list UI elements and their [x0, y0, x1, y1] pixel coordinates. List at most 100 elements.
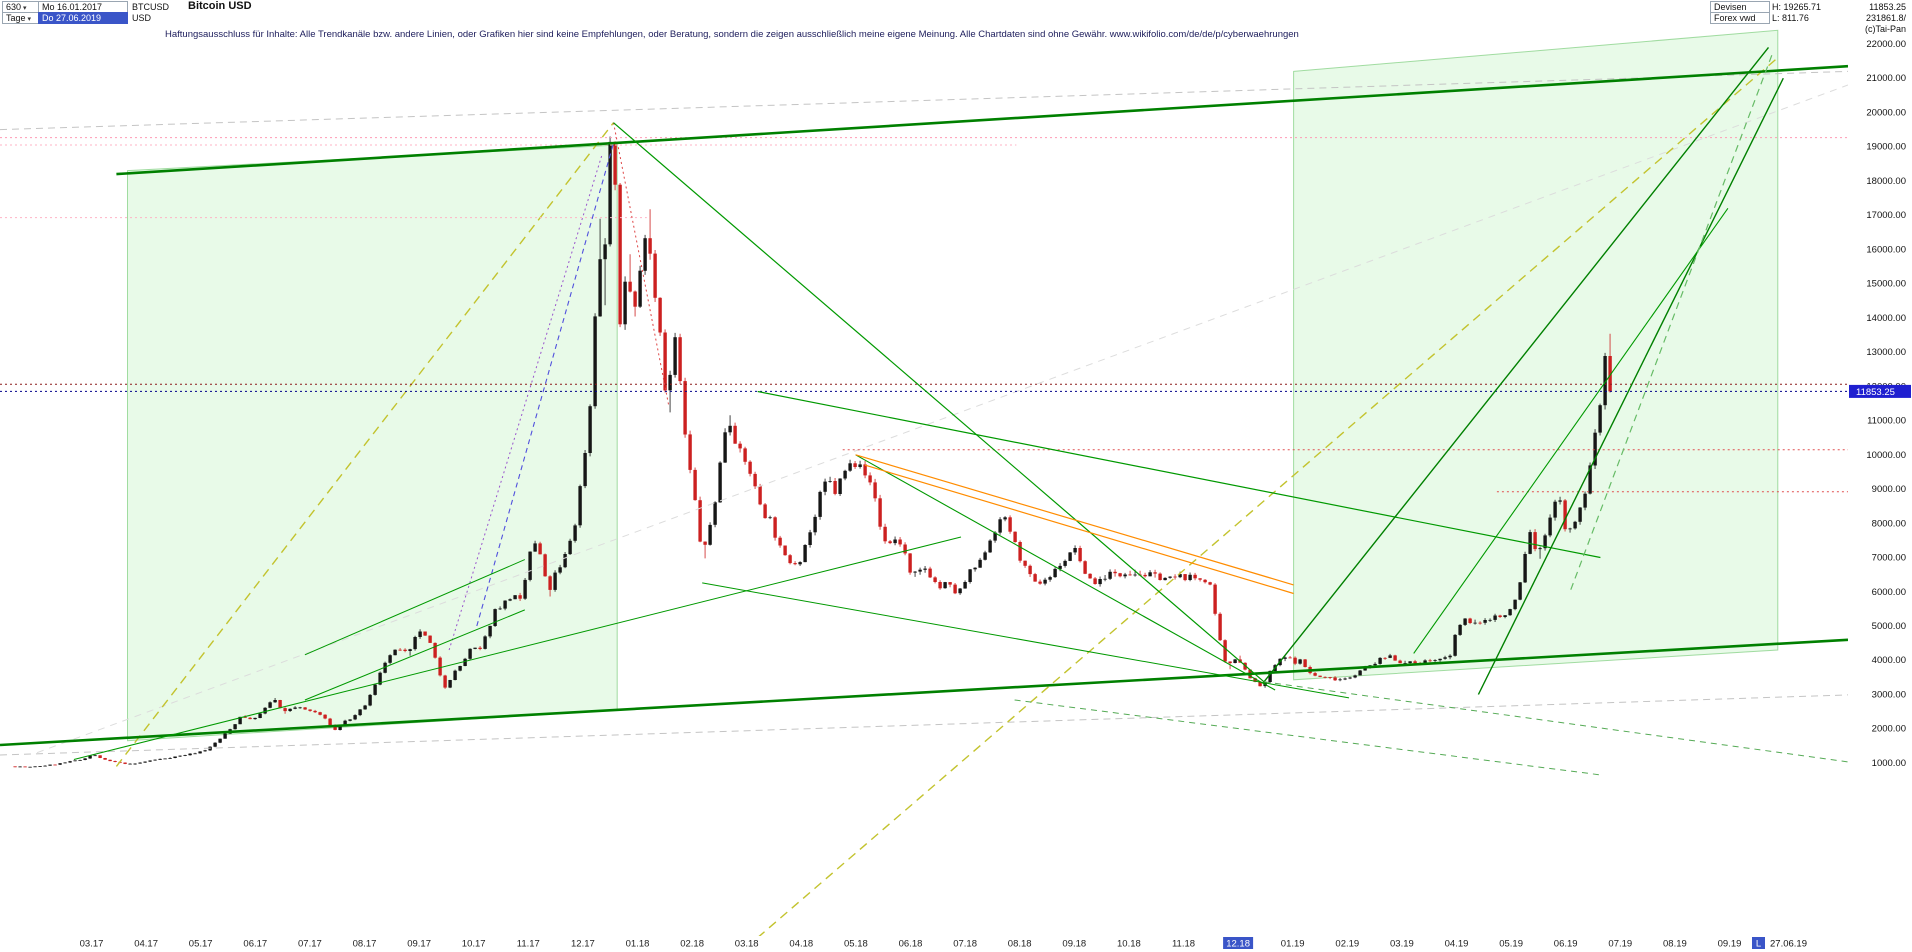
svg-text:06.19: 06.19: [1554, 939, 1578, 950]
svg-text:05.19: 05.19: [1499, 939, 1523, 950]
timeframe-value: Tage: [6, 13, 26, 23]
trend-line: [702, 582, 1350, 699]
svg-text:9000.00: 9000.00: [1872, 484, 1906, 495]
trend-lines: [0, 46, 1848, 936]
svg-text:07.17: 07.17: [298, 939, 322, 950]
svg-text:01.18: 01.18: [626, 939, 650, 950]
svg-text:1000.00: 1000.00: [1872, 758, 1906, 769]
svg-text:14000.00: 14000.00: [1866, 313, 1906, 324]
channel-zones: [127, 29, 1779, 742]
svg-text:09.18: 09.18: [1062, 939, 1086, 950]
volume-label: 231861.8/: [1865, 13, 1906, 23]
current-price-badge: [1849, 384, 1911, 398]
trend-line: [0, 70, 1848, 131]
svg-text:08.18: 08.18: [1008, 939, 1032, 950]
svg-text:3000.00: 3000.00: [1872, 690, 1906, 701]
end-date-value: Do 27.06.2019: [42, 13, 102, 23]
svg-text:03.19: 03.19: [1390, 939, 1414, 950]
trend-line: [116, 64, 1848, 176]
time-axis-labels: 03.17 04.17 05.17 06.17 07.17 08.17 09.17 10.17…: [80, 937, 1807, 950]
trend-line: [1477, 77, 1784, 695]
svg-text:09.17: 09.17: [407, 939, 431, 950]
svg-text:5000.00: 5000.00: [1872, 621, 1906, 632]
last-bar-date: 27.06.19: [1770, 939, 1807, 950]
timeframe-dropdown[interactable]: Tage ▾: [2, 12, 40, 24]
svg-text:10000.00: 10000.00: [1866, 450, 1906, 461]
currency-label: USD: [132, 13, 152, 23]
copyright-label: (c)Tai-Pan: [1864, 24, 1906, 34]
trend-line: [304, 559, 525, 656]
svg-text:06.17: 06.17: [243, 939, 267, 950]
svg-text:11.18: 11.18: [1172, 939, 1195, 950]
svg-text:13000.00: 13000.00: [1866, 347, 1906, 358]
candlesticks: [13, 136, 1612, 768]
svg-text:03.17: 03.17: [80, 939, 104, 950]
svg-text:16000.00: 16000.00: [1866, 244, 1906, 255]
trend-line: [855, 454, 1276, 691]
svg-text:06.18: 06.18: [899, 939, 923, 950]
svg-text:02.18: 02.18: [680, 939, 704, 950]
svg-text:03.18: 03.18: [735, 939, 759, 950]
trend-line: [757, 390, 1601, 559]
svg-text:09.19: 09.19: [1718, 939, 1742, 950]
svg-text:05.18: 05.18: [844, 939, 868, 950]
svg-text:10.18: 10.18: [1117, 939, 1141, 950]
last-price-label: 11853.25: [1869, 2, 1906, 12]
svg-text:2000.00: 2000.00: [1872, 724, 1906, 735]
svg-text:04.17: 04.17: [134, 939, 158, 950]
svg-text:07.19: 07.19: [1608, 939, 1632, 950]
channel-zone-left: [127, 144, 618, 742]
svg-text:6000.00: 6000.00: [1872, 587, 1906, 598]
trend-line: [0, 694, 1848, 756]
end-date-field[interactable]: Do 27.06.2019: [38, 12, 128, 24]
svg-text:04.19: 04.19: [1445, 939, 1469, 950]
period-high-label: H: 19265.71: [1772, 2, 1822, 12]
symbol-label: BTCUSD: [132, 2, 170, 12]
price-axis-labels: 22000.00 21000.00 20000.00 19000.00 18000.00…: [1866, 39, 1906, 769]
trend-line: [115, 122, 615, 767]
channel-zone-right: [1293, 29, 1779, 681]
svg-text:05.17: 05.17: [189, 939, 213, 950]
trend-line: [476, 143, 615, 627]
svg-text:07.18: 07.18: [953, 939, 977, 950]
disclaimer-text: Haftungsausschluss für Inhalte: Alle Tre…: [165, 29, 1299, 40]
svg-text:12.18: 12.18: [1226, 939, 1250, 950]
market-value: Devisen: [1714, 2, 1747, 12]
svg-text:22000.00: 22000.00: [1866, 39, 1906, 50]
bars-count-value: 630: [6, 2, 22, 12]
svg-text:08.17: 08.17: [353, 939, 377, 950]
trend-line: [448, 153, 603, 651]
trend-line: [1263, 46, 1770, 683]
svg-text:10.17: 10.17: [462, 939, 486, 950]
trend-line: [0, 638, 1848, 747]
svg-text:11000.00: 11000.00: [1867, 416, 1906, 427]
chevron-down-icon: ▾: [27, 16, 32, 23]
svg-text:7000.00: 7000.00: [1872, 553, 1906, 564]
svg-text:12.17: 12.17: [571, 939, 595, 950]
svg-text:17000.00: 17000.00: [1866, 210, 1906, 221]
trend-line: [864, 464, 1294, 595]
svg-text:8000.00: 8000.00: [1872, 518, 1906, 529]
svg-text:15000.00: 15000.00: [1866, 279, 1906, 290]
period-low-label: L: 811.76: [1772, 13, 1809, 23]
last-bar-marker-prefix: L: [1756, 939, 1761, 950]
data-source-field[interactable]: Forex vwd: [1710, 12, 1770, 24]
svg-text:04.18: 04.18: [789, 939, 813, 950]
current-price-badge-value: 11853.25: [1856, 387, 1895, 398]
svg-text:4000.00: 4000.00: [1872, 655, 1906, 666]
trend-line: [1263, 681, 1848, 763]
trend-line: [304, 609, 525, 701]
instrument-title: Bitcoin USD: [188, 0, 252, 12]
trend-line: [613, 122, 670, 407]
svg-text:20000.00: 20000.00: [1866, 107, 1906, 118]
trend-line: [36, 84, 1848, 754]
trend-line: [855, 454, 1294, 586]
svg-text:01.19: 01.19: [1281, 939, 1305, 950]
trend-line: [73, 536, 962, 760]
trend-line: [1413, 207, 1729, 654]
chevron-down-icon: ▾: [23, 5, 27, 12]
data-source-value: Forex vwd: [1714, 13, 1756, 23]
svg-text:19000.00: 19000.00: [1866, 142, 1906, 153]
